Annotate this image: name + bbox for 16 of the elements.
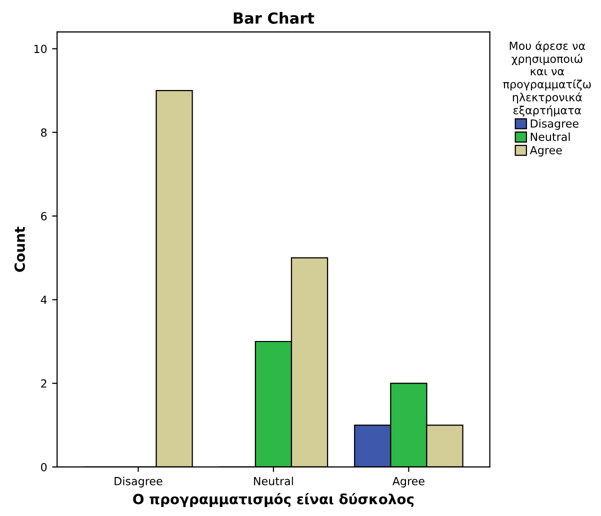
chart-title: Bar Chart bbox=[234, 12, 314, 24]
x-axis-title: Ο προγραμματισμός είναι δύσκολος bbox=[133, 493, 414, 508]
legend-label: Neutral bbox=[530, 132, 570, 142]
x-tick-label: Neutral bbox=[254, 476, 293, 486]
y-tick-label: 8 bbox=[41, 128, 47, 137]
y-tick-label: 2 bbox=[41, 379, 46, 388]
y-tick-label: 4 bbox=[40, 296, 47, 304]
y-tick-label: 10 bbox=[34, 44, 47, 54]
legend-title: Μου άρεσε να χρησιμοποιώ και να προγραμματίζω ηλεκτρονικά εξαρτήματα bbox=[503, 40, 591, 117]
x-tick-label: Disagree bbox=[114, 476, 162, 488]
y-axis-title: Count bbox=[14, 226, 25, 272]
x-tick-label: Agree bbox=[392, 477, 424, 488]
legend-label: Disagree bbox=[530, 119, 578, 130]
y-tick-label: 0 bbox=[41, 462, 47, 472]
y-tick-label: 6 bbox=[41, 212, 47, 220]
legend-label: Agree bbox=[530, 146, 562, 156]
